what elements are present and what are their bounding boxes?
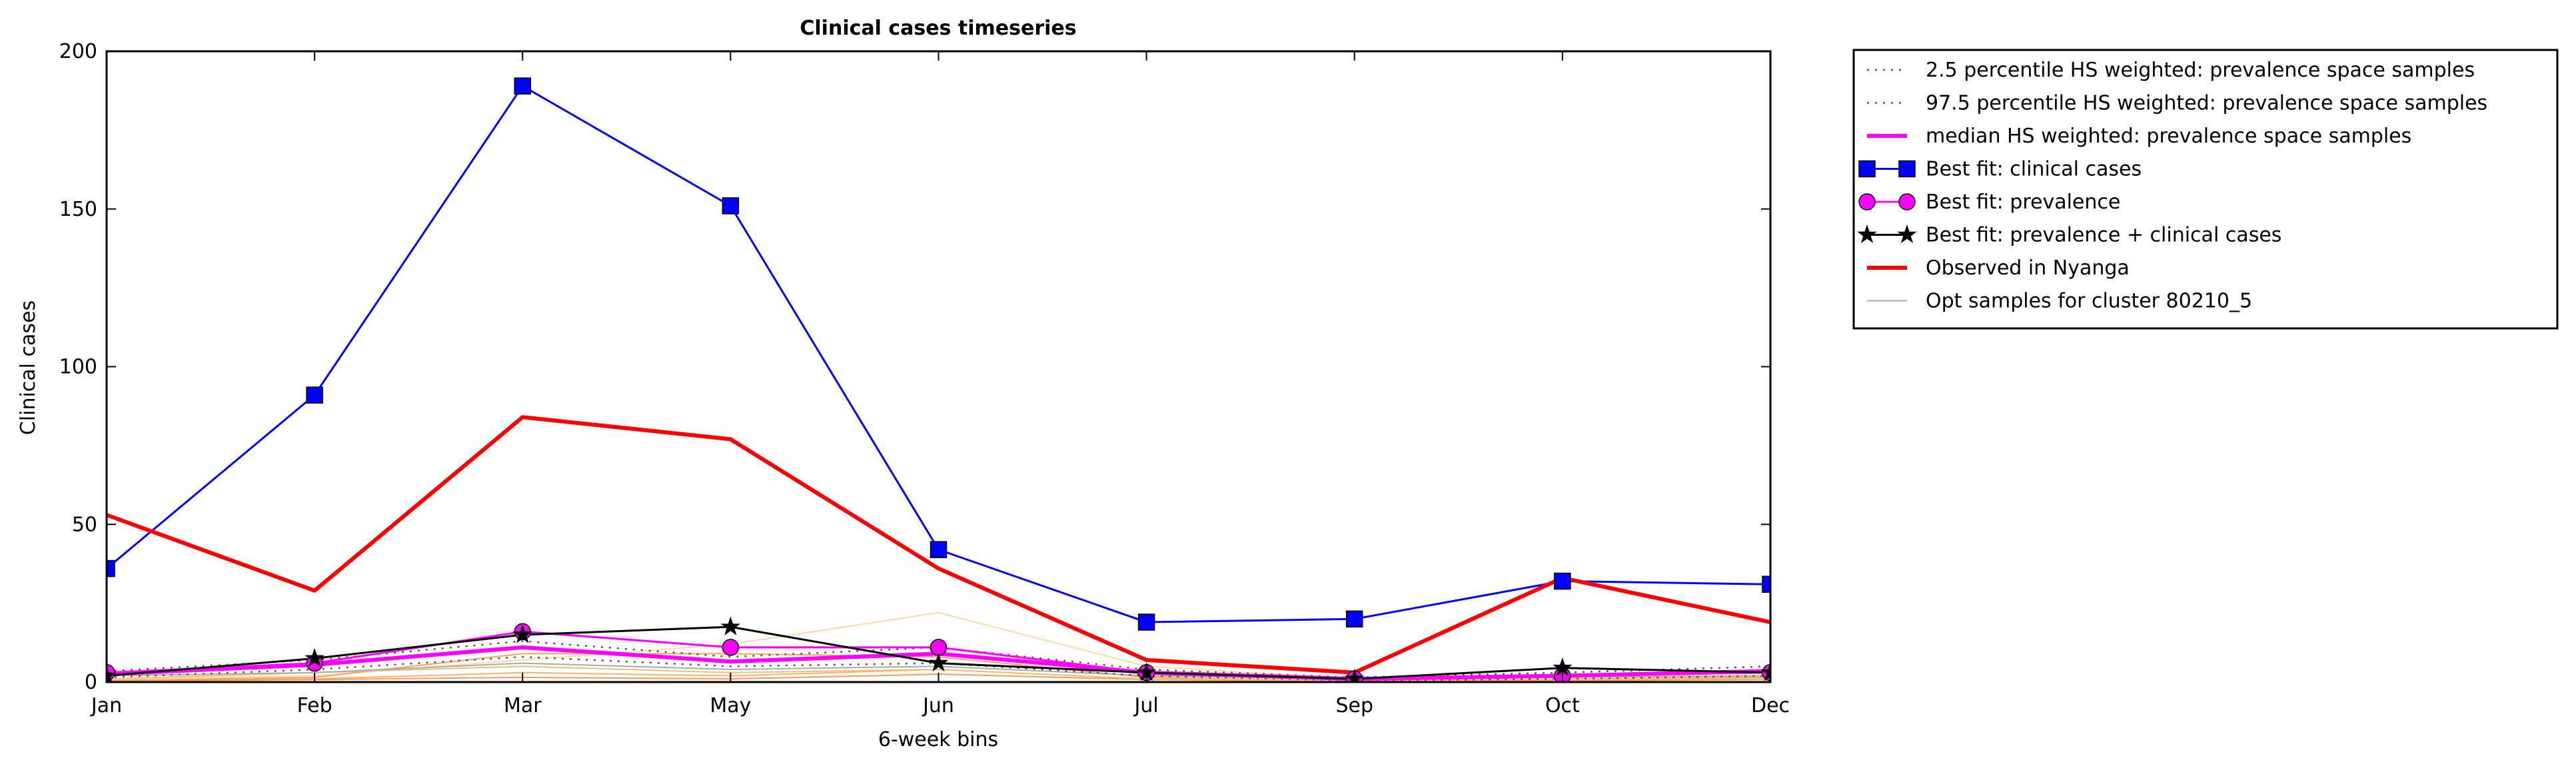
series-5-point-3	[720, 616, 741, 635]
legend-marker-a-5	[1857, 224, 1877, 244]
plot-area	[107, 77, 1770, 682]
series-5-point-4	[928, 653, 949, 672]
series-3-point-1	[306, 386, 323, 404]
legend-marker-a-4	[1858, 193, 1876, 210]
legend-label-3: Best fit: clinical cases	[1926, 158, 2142, 181]
series-5-point-2	[512, 624, 533, 643]
x-tick-label-6: Sep	[1335, 694, 1373, 717]
x-tick-label-8: Dec	[1751, 694, 1790, 717]
axes-layer: Jan Feb Mar May Jun Jul Sep Oct Dec 0 50 100 150 200	[59, 40, 1790, 717]
legend-label-5: Best fit: prevalence + clinical cases	[1926, 224, 2281, 247]
sample-line-4	[107, 665, 1770, 681]
legend-marker-b-3	[1898, 160, 1916, 178]
series-5-point-1	[305, 647, 324, 667]
x-tick-label-1: Feb	[297, 694, 332, 717]
legend-label-2: median HS weighted: prevalence space sam…	[1926, 125, 2411, 148]
x-tick-label-0: Jan	[90, 694, 122, 717]
series-3-point-0	[107, 560, 115, 578]
x-tick-label-2: Mar	[504, 694, 542, 717]
legend-box	[1852, 49, 2559, 330]
series-3-point-6	[1346, 610, 1363, 628]
legend-label-7: Opt samples for cluster 80210_5	[1926, 290, 2252, 313]
x-tick-label-5: Jul	[1133, 694, 1159, 717]
legend: 2.5 percentile HS weighted: prevalence s…	[1852, 49, 2559, 330]
y-tick-label-1: 50	[72, 513, 97, 536]
y-tick-label-0: 0	[85, 671, 97, 694]
x-tick-label-3: May	[710, 694, 751, 717]
y-tick-label-4: 200	[59, 40, 97, 63]
x-tick-label-4: Jun	[922, 694, 954, 717]
series-3-point-2	[514, 77, 531, 95]
series-3-point-7	[1554, 572, 1571, 590]
y-axis-label: Clinical cases	[17, 300, 40, 435]
legend-marker-b-5	[1897, 224, 1917, 244]
y-tick-label-3: 150	[59, 198, 97, 221]
plot-layer	[107, 77, 1770, 682]
legend-label-0: 2.5 percentile HS weighted: prevalence s…	[1926, 59, 2475, 82]
x-tick-label-7: Oct	[1545, 694, 1580, 717]
series-5-point-8	[1760, 662, 1770, 681]
chart-title: Clinical cases timeseries	[800, 17, 1076, 40]
y-tick-label-2: 100	[59, 356, 97, 379]
legend-label-6: Observed in Nyanga	[1926, 256, 2130, 280]
series-3-point-8	[1762, 576, 1770, 593]
plot-frame	[105, 50, 1772, 683]
series-3-point-4	[930, 541, 948, 558]
series-line-6	[107, 415, 1770, 675]
series-5-point-7	[1553, 657, 1573, 677]
legend-marker-a-3	[1858, 160, 1876, 178]
legend-label-4: Best fit: prevalence	[1926, 191, 2120, 214]
series-3-point-5	[1137, 613, 1155, 631]
series-5-point-0	[107, 665, 117, 682]
legend-label-1: 97.5 percentile HS weighted: prevalence …	[1926, 92, 2487, 115]
legend-marker-b-4	[1898, 193, 1916, 210]
x-axis-label: 6-week bins	[878, 728, 998, 751]
series-4-point-3	[722, 639, 740, 656]
series-3-point-3	[722, 197, 740, 214]
